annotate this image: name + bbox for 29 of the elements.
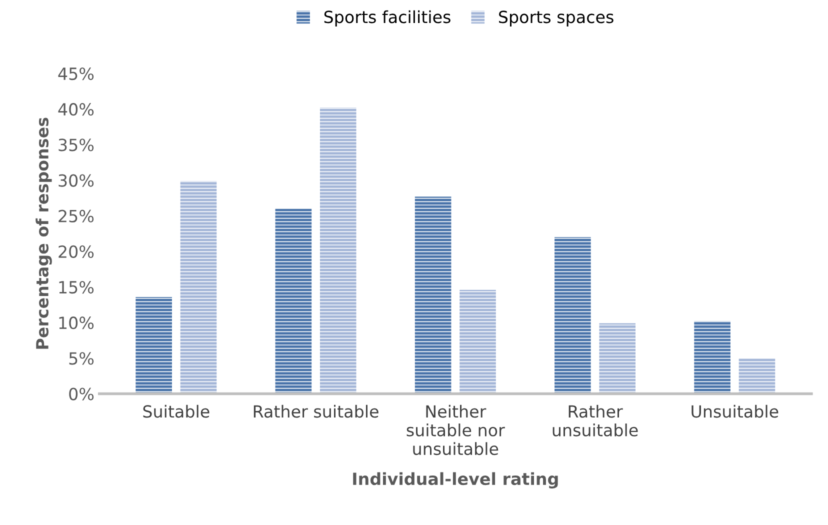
y-tick-label: 40% <box>58 103 94 116</box>
bar <box>180 180 217 394</box>
x-tick-label: Neither suitable nor unsuitable <box>406 404 505 456</box>
x-tick-label: Rather unsuitable <box>552 404 638 436</box>
x-axis-title: Individual-level rating <box>353 472 558 488</box>
bar <box>599 323 636 394</box>
y-tick-label: 30% <box>58 174 94 187</box>
bar <box>460 290 496 394</box>
y-tick-label: 15% <box>59 280 94 294</box>
bar <box>414 196 452 394</box>
y-tick-label: 25% <box>58 210 94 222</box>
y-tick-label: 35% <box>58 138 94 152</box>
y-tick-label: 20% <box>58 245 94 258</box>
bar <box>738 358 776 394</box>
x-tick-label: Suitable <box>143 404 210 418</box>
bar <box>554 237 591 394</box>
bar <box>320 108 356 394</box>
bar <box>136 296 172 394</box>
y-tick-label: 10% <box>59 316 94 330</box>
bar <box>694 321 730 394</box>
x-tick-label: Rather suitable <box>254 404 378 418</box>
bar <box>275 208 312 394</box>
x-tick-label: Unsuitable <box>692 404 778 418</box>
legend-label: Sports facilities <box>324 10 450 26</box>
y-tick-label: 45% <box>58 67 94 80</box>
y-tick-label: 5% <box>69 352 94 365</box>
y-axis-title: Percentage of responses <box>36 118 52 349</box>
legend-label: Sports spaces <box>498 10 614 26</box>
y-tick-label: 0% <box>69 388 94 400</box>
